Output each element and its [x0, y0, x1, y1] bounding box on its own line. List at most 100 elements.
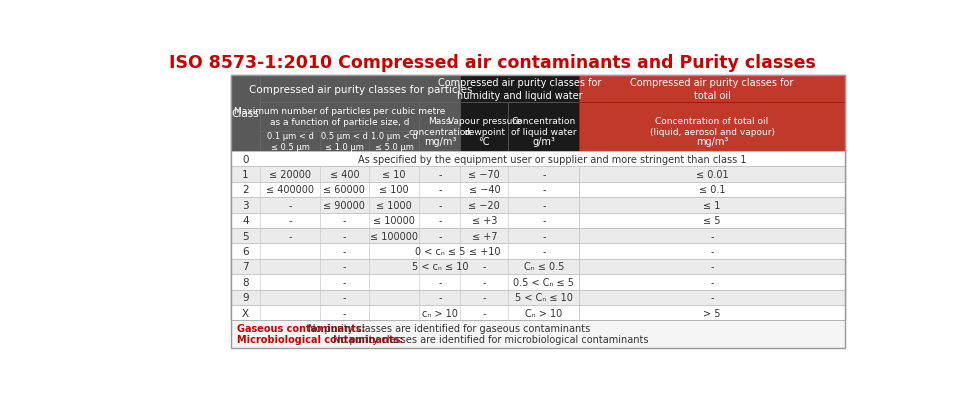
Text: ≤ 1: ≤ 1 [704, 200, 721, 210]
Text: ≤ 10000: ≤ 10000 [373, 216, 415, 226]
Bar [230, 320, 845, 348]
Bar [260, 132, 320, 151]
Text: ≤ 400: ≤ 400 [329, 170, 359, 179]
Text: -: - [542, 216, 545, 226]
Text: ≤ 100000: ≤ 100000 [371, 231, 419, 241]
Text: ≤ −20: ≤ −20 [468, 200, 500, 210]
Text: -: - [710, 246, 714, 256]
Text: 5: 5 [242, 231, 249, 241]
Text: Microbiological contaminants:: Microbiological contaminants: [237, 334, 403, 344]
Text: -: - [343, 216, 347, 226]
Text: ≤ 100: ≤ 100 [379, 185, 409, 195]
Text: -: - [542, 246, 545, 256]
Text: °C: °C [479, 136, 490, 147]
Text: ≤ 20000: ≤ 20000 [269, 170, 311, 179]
Bar [461, 76, 580, 102]
Bar [230, 275, 845, 290]
Text: mg/m³: mg/m³ [696, 136, 729, 147]
Text: Cₙ > 10: Cₙ > 10 [525, 308, 563, 318]
Text: Gaseous contaminants:: Gaseous contaminants: [237, 323, 366, 333]
Bar [230, 305, 845, 320]
Text: -: - [438, 231, 442, 241]
Text: Mass
concentration: Mass concentration [408, 117, 471, 137]
Text: 2: 2 [242, 185, 249, 195]
Text: 4: 4 [242, 216, 249, 226]
Text: ≤ +3: ≤ +3 [471, 216, 497, 226]
Text: ≤ 10: ≤ 10 [382, 170, 406, 179]
Text: ≤ 60000: ≤ 60000 [324, 185, 366, 195]
Text: cₙ > 10: cₙ > 10 [421, 308, 458, 318]
Text: 7: 7 [242, 262, 249, 272]
Text: 1: 1 [242, 170, 249, 179]
Text: 1.0 μm < d
≤ 5.0 μm: 1.0 μm < d ≤ 5.0 μm [371, 132, 418, 151]
Text: ≤ +10: ≤ +10 [468, 246, 500, 256]
Text: -: - [710, 292, 714, 303]
Text: Maximum number of particles per cubic metre
as a function of particle size, d: Maximum number of particles per cubic me… [234, 107, 445, 127]
Text: ≤ 0.01: ≤ 0.01 [696, 170, 729, 179]
Bar [230, 167, 845, 182]
Text: -: - [343, 308, 347, 318]
Bar [230, 76, 845, 348]
Text: -: - [343, 231, 347, 241]
Text: -: - [343, 246, 347, 256]
Text: X: X [242, 308, 249, 318]
Text: Compressed air purity classes for
humidity and liquid water: Compressed air purity classes for humidi… [438, 78, 602, 100]
Text: No purity classes are identified for microbiological contaminants: No purity classes are identified for mic… [330, 334, 649, 344]
Text: ≤ 5: ≤ 5 [704, 216, 721, 226]
Text: -: - [438, 292, 442, 303]
Bar [420, 102, 461, 151]
Text: 9: 9 [242, 292, 249, 303]
Text: -: - [288, 216, 292, 226]
Bar [230, 244, 845, 259]
Text: -: - [483, 292, 486, 303]
Bar [230, 290, 845, 305]
Text: 0: 0 [242, 154, 249, 164]
Text: -: - [288, 231, 292, 241]
Bar [320, 132, 369, 151]
Text: 6: 6 [242, 246, 249, 256]
Text: -: - [288, 200, 292, 210]
Text: g/m³: g/m³ [533, 136, 555, 147]
Text: Compressed air purity classes for particles: Compressed air purity classes for partic… [249, 84, 472, 94]
Text: -: - [483, 277, 486, 287]
Text: -: - [343, 277, 347, 287]
Text: -: - [343, 262, 347, 272]
Text: -: - [438, 200, 442, 210]
Text: ≤ +7: ≤ +7 [471, 231, 497, 241]
Bar [260, 102, 420, 132]
Text: -: - [542, 170, 545, 179]
Text: ≤ 1000: ≤ 1000 [376, 200, 412, 210]
Text: -: - [483, 262, 486, 272]
Text: Cₙ ≤ 0.5: Cₙ ≤ 0.5 [523, 262, 564, 272]
Text: Class: Class [231, 109, 259, 119]
Text: ≤ −40: ≤ −40 [468, 185, 500, 195]
Text: ≤ 400000: ≤ 400000 [266, 185, 314, 195]
Bar [230, 151, 845, 167]
Bar [230, 228, 845, 244]
Text: Concentration of total oil
(liquid, aerosol and vapour): Concentration of total oil (liquid, aero… [650, 117, 775, 137]
Text: -: - [710, 262, 714, 272]
Text: ≤ 90000: ≤ 90000 [324, 200, 366, 210]
Bar [461, 102, 508, 151]
Text: -: - [438, 185, 442, 195]
Bar [230, 182, 845, 198]
Bar [369, 132, 420, 151]
Bar [580, 76, 845, 102]
Text: -: - [710, 277, 714, 287]
Text: -: - [343, 292, 347, 303]
Bar [260, 76, 461, 102]
Bar [230, 213, 845, 228]
Text: 0 < cₙ ≤ 5: 0 < cₙ ≤ 5 [415, 246, 465, 256]
Text: -: - [483, 308, 486, 318]
Bar [230, 259, 845, 275]
Text: 3: 3 [242, 200, 249, 210]
Text: -: - [710, 231, 714, 241]
Bar [230, 76, 845, 320]
Text: ≤ 0.1: ≤ 0.1 [699, 185, 726, 195]
Bar [580, 102, 845, 151]
Text: ISO 8573-1:2010 Compressed air contaminants and Purity classes: ISO 8573-1:2010 Compressed air contamina… [169, 53, 815, 71]
Text: Compressed air purity classes for
total oil: Compressed air purity classes for total … [631, 78, 794, 100]
Text: Vapour pressure
dewpoint: Vapour pressure dewpoint [447, 117, 521, 137]
Text: > 5: > 5 [704, 308, 721, 318]
Text: 0.5 μm < d
≤ 1.0 μm: 0.5 μm < d ≤ 1.0 μm [321, 132, 368, 151]
